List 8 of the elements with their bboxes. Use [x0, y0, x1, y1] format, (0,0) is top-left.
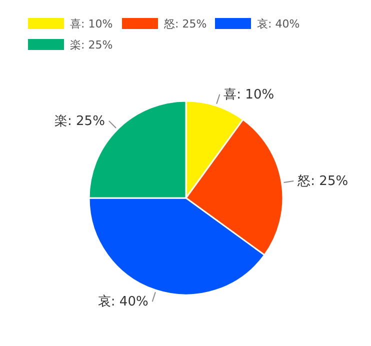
slice-label: 喜: 10%	[224, 87, 274, 102]
legend-label: 怒: 25%	[163, 18, 207, 30]
slice-label: 怒: 25%	[296, 174, 348, 189]
legend-label: 喜: 10%	[70, 18, 113, 30]
slice-label: 楽: 25%	[54, 114, 105, 129]
legend-label: 哀: 40%	[257, 18, 300, 30]
slice-label: 哀: 40%	[98, 294, 148, 310]
legend-label: 楽: 25%	[70, 38, 113, 52]
